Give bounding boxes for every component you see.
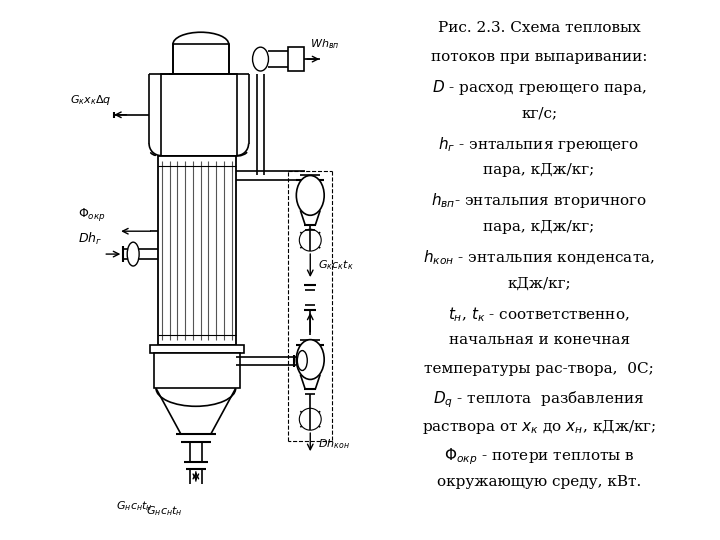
Text: $Φ_{окр}$: $Φ_{окр}$ (78, 206, 107, 223)
Bar (150, 345, 243, 353)
Text: $D$ - расход греющего пара,: $D$ - расход греющего пара, (432, 78, 647, 97)
Bar (173, 44, 229, 74)
Ellipse shape (297, 340, 324, 380)
Text: $G_кc_кt_к$: $G_кc_кt_к$ (318, 258, 354, 272)
Text: $Wh_{вп}$: $Wh_{вп}$ (310, 37, 340, 51)
Ellipse shape (300, 229, 321, 251)
Ellipse shape (253, 47, 269, 71)
Text: $t_{н}$, $t_{к}$ - соответственно,: $t_{н}$, $t_{к}$ - соответственно, (449, 305, 630, 323)
Text: потоков при выпаривании:: потоков при выпаривании: (431, 50, 647, 64)
Ellipse shape (300, 408, 321, 430)
Text: температуры рас-твора,  0С;: температуры рас-твора, 0С; (424, 361, 654, 375)
Text: кДж/кг;: кДж/кг; (508, 276, 571, 291)
Bar (154, 353, 240, 388)
Text: раствора от $x_{к}$ до $x_{н}$, кДж/кг;: раствора от $x_{к}$ до $x_{н}$, кДж/кг; (422, 418, 656, 436)
Text: начальная и конечная: начальная и конечная (449, 333, 629, 347)
Text: $h_{г}$ - энтальпия греющего: $h_{г}$ - энтальпия греющего (438, 134, 639, 154)
Text: $h_{вп}$- энтальпия вторичного: $h_{вп}$- энтальпия вторичного (431, 191, 647, 211)
Text: пара, кДж/кг;: пара, кДж/кг; (483, 220, 595, 234)
Text: $Φ_{окр}$ - потери теплоты в: $Φ_{окр}$ - потери теплоты в (444, 447, 634, 467)
Text: $h_{кон}$ - энтальпия конденсата,: $h_{кон}$ - энтальпия конденсата, (423, 248, 655, 267)
Bar (289, 47, 305, 71)
Text: Рис. 2.3. Схема тепловых: Рис. 2.3. Схема тепловых (438, 21, 641, 35)
Bar (158, 156, 235, 345)
Text: кг/с;: кг/с; (521, 106, 557, 120)
Text: $Dh_г$: $Dh_г$ (78, 231, 103, 247)
Text: $G_нc_нt_н$: $G_нc_нt_н$ (146, 504, 183, 518)
Text: $D_{q}$ - теплота  разбавления: $D_{q}$ - теплота разбавления (433, 390, 645, 410)
Text: $Dh_{кон}$: $Dh_{кон}$ (318, 437, 350, 451)
Ellipse shape (297, 176, 324, 215)
Bar (161, 74, 237, 156)
Text: $G_нc_нt_н$: $G_нc_нt_н$ (116, 499, 153, 512)
Text: окружающую среду, кВт.: окружающую среду, кВт. (437, 475, 642, 489)
Ellipse shape (297, 350, 307, 370)
Text: пара, кДж/кг;: пара, кДж/кг; (483, 163, 595, 177)
Text: $G_кx_к\Delta q$: $G_кx_к\Delta q$ (70, 93, 111, 107)
Ellipse shape (127, 242, 139, 266)
